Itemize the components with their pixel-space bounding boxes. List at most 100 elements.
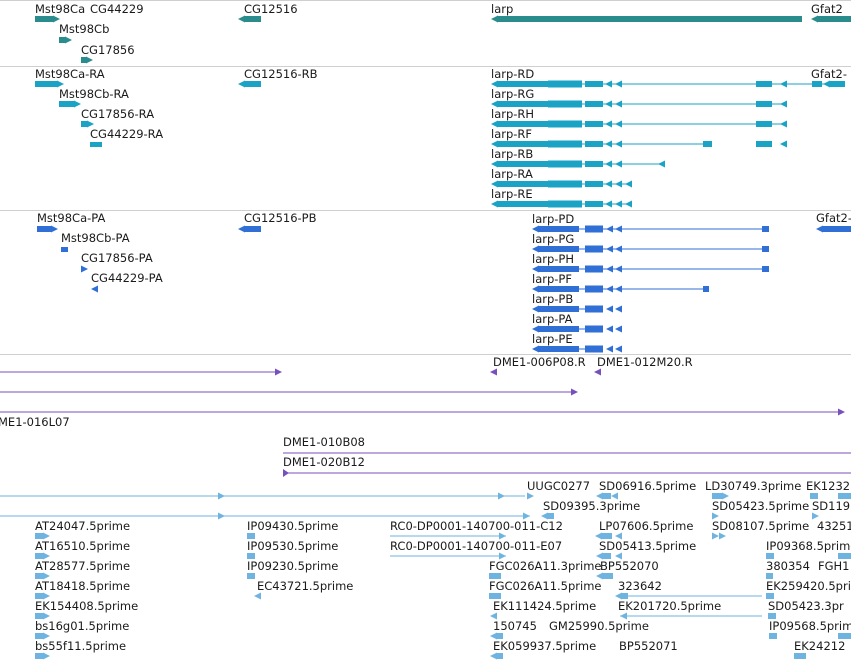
feature-label[interactable]: Gfat2- xyxy=(816,211,851,225)
feature-exon[interactable] xyxy=(756,81,772,87)
feature-exon[interactable] xyxy=(766,553,774,559)
feature-label[interactable]: larp-PE xyxy=(532,332,573,346)
feature-exon[interactable] xyxy=(818,16,851,22)
feature-exon[interactable] xyxy=(585,305,603,313)
feature-exon[interactable] xyxy=(703,286,709,292)
feature-exon[interactable] xyxy=(498,201,548,207)
feature-exon[interactable] xyxy=(498,181,548,187)
feature-label[interactable]: EC43721.5prime xyxy=(257,579,353,593)
feature-exon[interactable] xyxy=(548,200,582,208)
feature-label[interactable]: CG44229-PA xyxy=(91,271,163,285)
feature-label[interactable]: IP09530.5prime xyxy=(247,539,338,553)
feature-exon[interactable] xyxy=(548,120,582,128)
feature-label[interactable]: AT18418.5prime xyxy=(35,579,130,593)
feature-exon[interactable] xyxy=(498,121,548,127)
feature-exon[interactable] xyxy=(81,121,87,127)
feature-exon[interactable] xyxy=(585,161,603,167)
feature-label[interactable]: larp-RE xyxy=(491,187,533,201)
feature-label[interactable]: SD119 xyxy=(812,499,850,513)
feature-label[interactable]: SD05423.3pr xyxy=(768,599,844,613)
feature-exon[interactable] xyxy=(247,573,255,579)
feature-exon[interactable] xyxy=(585,265,603,273)
feature-label[interactable]: Mst98Ca-PA xyxy=(37,211,105,225)
feature-exon[interactable] xyxy=(35,633,43,639)
feature-label[interactable]: larp-PH xyxy=(532,252,574,266)
feature-label[interactable]: DME1-020B12 xyxy=(283,455,365,469)
feature-exon[interactable] xyxy=(59,37,65,43)
feature-label[interactable]: BP552070 xyxy=(600,559,659,573)
feature-label[interactable]: EK259420.5pri xyxy=(766,579,851,593)
feature-label[interactable]: Mst98Ca xyxy=(35,2,85,16)
feature-exon[interactable] xyxy=(61,247,68,252)
feature-exon[interactable] xyxy=(585,285,603,293)
feature-label[interactable]: BP552071 xyxy=(619,639,678,653)
feature-label[interactable]: larp-RH xyxy=(491,107,534,121)
feature-exon[interactable] xyxy=(497,653,503,659)
feature-label[interactable]: FGC026A11.5prime xyxy=(489,579,601,593)
feature-exon[interactable] xyxy=(539,226,579,232)
feature-exon[interactable] xyxy=(245,81,261,87)
feature-exon[interactable] xyxy=(539,346,579,352)
feature-exon[interactable] xyxy=(585,81,603,87)
feature-exon[interactable] xyxy=(539,286,579,292)
feature-exon[interactable] xyxy=(768,613,776,619)
feature-label[interactable]: 43251 xyxy=(817,519,851,533)
feature-label[interactable]: larp-RG xyxy=(491,87,534,101)
feature-exon[interactable] xyxy=(823,226,851,232)
feature-label[interactable]: CG17856-PA xyxy=(81,251,153,265)
feature-exon[interactable] xyxy=(498,16,802,22)
feature-exon[interactable] xyxy=(35,16,53,22)
feature-label[interactable]: EK1232 xyxy=(806,479,850,493)
feature-exon[interactable] xyxy=(497,633,503,639)
feature-exon[interactable] xyxy=(247,533,255,539)
feature-label[interactable]: UUGC0277 xyxy=(527,479,590,493)
feature-label[interactable]: DME1-010B08 xyxy=(283,435,365,449)
feature-exon[interactable] xyxy=(548,160,582,168)
feature-exon[interactable] xyxy=(712,493,722,499)
feature-label[interactable]: larp-RD xyxy=(491,67,534,81)
feature-exon[interactable] xyxy=(498,161,548,167)
feature-exon[interactable] xyxy=(539,246,579,252)
feature-exon[interactable] xyxy=(90,142,102,147)
feature-exon[interactable] xyxy=(489,573,501,579)
feature-exon[interactable] xyxy=(703,141,712,147)
feature-exon[interactable] xyxy=(585,225,603,233)
feature-label[interactable]: Mst98Cb-RA xyxy=(59,87,129,101)
feature-exon[interactable] xyxy=(548,100,582,108)
feature-exon[interactable] xyxy=(585,101,603,107)
feature-exon[interactable] xyxy=(585,245,603,253)
feature-exon[interactable] xyxy=(548,513,554,519)
feature-label[interactable]: CG44229 xyxy=(90,2,144,16)
feature-label[interactable]: IP09430.5prime xyxy=(247,519,338,533)
feature-label[interactable]: CG12516-RB xyxy=(244,67,318,81)
feature-label[interactable]: CG44229-RA xyxy=(90,127,163,141)
feature-exon[interactable] xyxy=(245,226,261,232)
feature-exon[interactable] xyxy=(489,593,501,599)
feature-exon[interactable] xyxy=(762,226,769,232)
feature-exon[interactable] xyxy=(245,16,261,22)
feature-label[interactable]: 323642 xyxy=(618,579,662,593)
feature-exon[interactable] xyxy=(603,573,613,579)
feature-exon[interactable] xyxy=(810,493,818,499)
feature-label[interactable]: larp xyxy=(491,2,513,16)
feature-label[interactable]: Mst98Cb-PA xyxy=(61,231,130,245)
feature-exon[interactable] xyxy=(247,553,255,559)
feature-label[interactable]: 380354 xyxy=(766,559,810,573)
feature-exon[interactable] xyxy=(756,121,772,127)
feature-exon[interactable] xyxy=(35,593,43,599)
feature-exon[interactable] xyxy=(762,266,769,272)
feature-label[interactable]: AT24047.5prime xyxy=(35,519,130,533)
feature-exon[interactable] xyxy=(756,101,772,107)
feature-exon[interactable] xyxy=(35,573,43,579)
feature-exon[interactable] xyxy=(585,181,603,187)
feature-exon[interactable] xyxy=(585,345,603,353)
feature-label[interactable]: AT16510.5prime xyxy=(35,539,130,553)
feature-label[interactable]: 150745 xyxy=(493,619,537,633)
feature-label[interactable]: FGH1 xyxy=(818,559,850,573)
feature-label[interactable]: IP09368.5prime xyxy=(766,539,851,553)
feature-label[interactable]: AT28577.5prime xyxy=(35,559,130,573)
feature-exon[interactable] xyxy=(762,246,769,252)
feature-label[interactable]: IP09230.5prime xyxy=(247,559,338,573)
feature-label[interactable]: SD08107.5prime xyxy=(712,519,809,533)
feature-exon[interactable] xyxy=(830,81,845,87)
